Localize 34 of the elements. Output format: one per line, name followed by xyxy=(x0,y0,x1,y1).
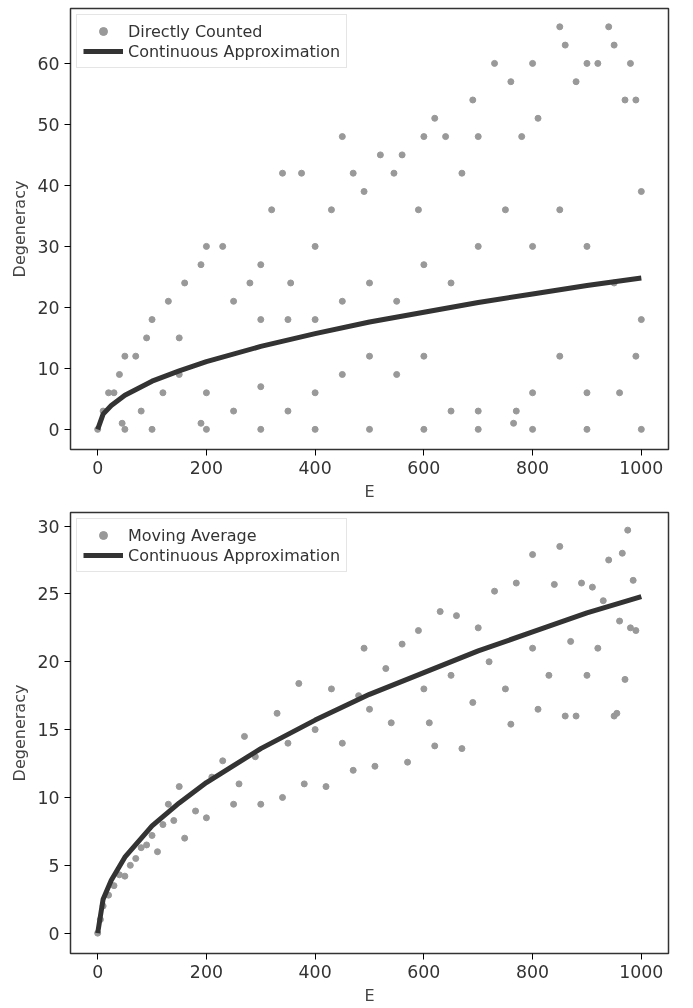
y-tick-label: 60 xyxy=(37,53,60,74)
y-tick-label: 20 xyxy=(37,297,60,318)
y-axis-title: Degeneracy xyxy=(10,684,30,782)
legend-label: Continuous Approximation xyxy=(128,41,341,61)
y-tick-label: 10 xyxy=(37,787,60,808)
x-tick-label: 400 xyxy=(298,457,332,478)
x-tick-label: 0 xyxy=(92,961,104,982)
x-tick-label: 0 xyxy=(92,457,104,478)
legend-label: Moving Average xyxy=(128,525,257,545)
legend-label: Continuous Approximation xyxy=(128,545,341,565)
x-tick-label: 800 xyxy=(516,961,550,982)
x-axis-title: E xyxy=(364,985,375,1005)
y-tick-label: 50 xyxy=(37,114,60,135)
y-tick-label: 0 xyxy=(48,923,60,944)
x-tick-label: 600 xyxy=(407,961,441,982)
x-axis-title: E xyxy=(364,481,375,501)
y-tick-label: 25 xyxy=(37,584,60,605)
legend-label: Directly Counted xyxy=(128,21,263,41)
y-tick-label: 15 xyxy=(37,720,60,741)
x-tick-label: 1000 xyxy=(619,457,664,478)
y-tick-label: 30 xyxy=(37,236,60,257)
y-tick-label: 30 xyxy=(37,516,60,537)
x-tick-label: 1000 xyxy=(619,961,664,982)
x-tick-label: 600 xyxy=(407,457,441,478)
y-tick-label: 40 xyxy=(37,175,60,196)
y-axis-title: Degeneracy xyxy=(10,180,30,278)
y-tick-label: 5 xyxy=(48,855,60,876)
x-tick-label: 400 xyxy=(298,961,332,982)
y-tick-label: 20 xyxy=(37,652,60,673)
x-tick-label: 800 xyxy=(516,457,550,478)
y-tick-label: 0 xyxy=(48,419,60,440)
x-tick-label: 200 xyxy=(189,961,223,982)
x-tick-label: 200 xyxy=(189,457,223,478)
y-tick-label: 10 xyxy=(37,358,60,379)
